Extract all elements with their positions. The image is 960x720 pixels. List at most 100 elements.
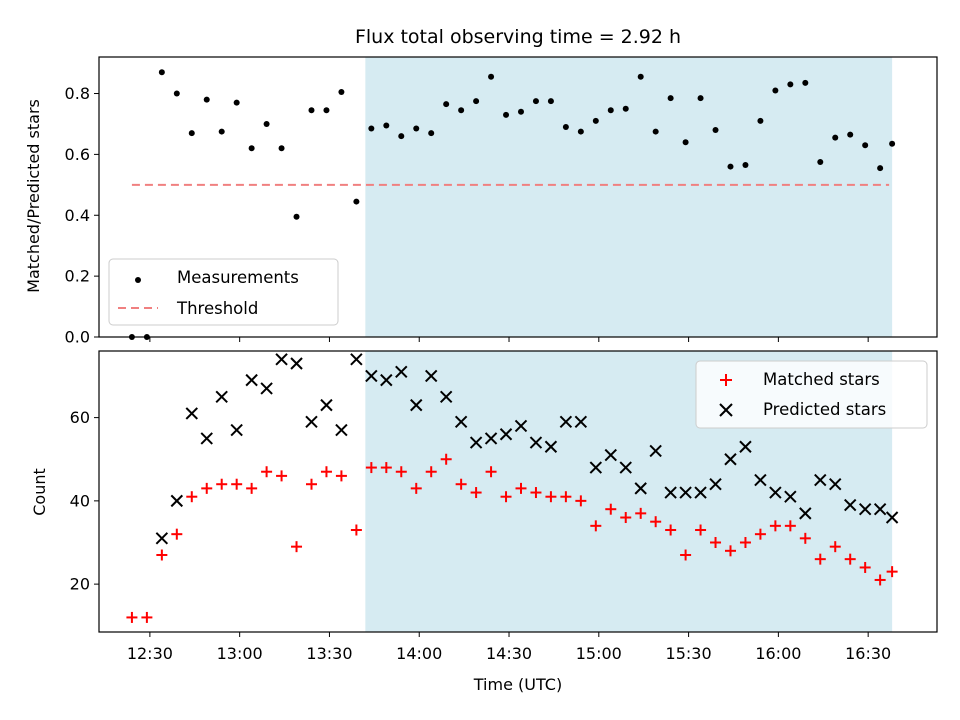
measurement-point (428, 130, 435, 137)
measurement-point (443, 101, 450, 108)
chart-title: Flux total observing time = 2.92 h (355, 26, 681, 48)
predicted-star-marker (170, 494, 184, 508)
predicted-star-marker (574, 415, 588, 428)
matched-star-marker (156, 549, 168, 561)
measurement-point (413, 125, 420, 132)
marker-stroke (664, 486, 677, 499)
predicted-star-marker (335, 423, 348, 437)
marker-stroke (814, 473, 827, 487)
legend-label-predicted: Predicted stars (763, 400, 886, 419)
measurement-point (488, 73, 495, 80)
top-panel: 0.0 0.2 0.4 0.6 0.8 Measurements Threshold (65, 56, 938, 347)
measurement-point (158, 69, 165, 76)
predicted-star-marker (439, 390, 453, 403)
predicted-star-marker (350, 353, 363, 366)
x-tick-label: 15:00 (576, 644, 622, 663)
measurement-point (697, 95, 704, 102)
y-tick-label: 0.6 (65, 145, 90, 164)
measurement-point (577, 128, 584, 135)
marker-stroke (514, 419, 528, 433)
predicted-star-marker (814, 473, 827, 487)
marker-stroke (185, 407, 198, 420)
measurement-point (772, 87, 779, 94)
predicted-star-marker (769, 486, 782, 499)
measurement-point (652, 128, 659, 135)
measurement-point (607, 107, 614, 114)
matched-star-marker (515, 482, 527, 494)
x-tick-label: 14:00 (396, 644, 442, 663)
marker-stroke (529, 436, 543, 449)
matched-star-marker (350, 524, 362, 536)
matched-star-marker (276, 470, 288, 482)
measurement-point (742, 162, 749, 169)
top-y-axis-label: Matched/Predicted stars (24, 99, 43, 293)
predicted-star-marker (679, 486, 692, 499)
predicted-star-marker (604, 448, 617, 462)
marker-stroke (439, 390, 453, 403)
marker-stroke (230, 423, 243, 437)
matched-star-marker (335, 470, 347, 482)
predicted-star-marker (365, 369, 378, 383)
series-predicted-stars (155, 353, 899, 545)
marker-stroke (275, 353, 288, 366)
predicted-star-marker (320, 398, 333, 412)
x-tick-label: 16:00 (755, 644, 801, 663)
marker-stroke (885, 511, 899, 524)
predicted-star-marker (858, 502, 872, 516)
matched-star-marker (500, 491, 512, 503)
predicted-star-marker (649, 444, 662, 458)
measurement-point (517, 108, 524, 115)
axes-frame (98, 56, 938, 338)
y-tick-label: 0.8 (65, 84, 90, 103)
marker-stroke (574, 415, 588, 428)
bottom-panel: 20 40 60 12:30 13:00 13:30 14:00 14:30 15:00 15:3… (70, 350, 938, 663)
measurement-point (278, 145, 285, 152)
axes-frame (98, 350, 938, 633)
y-tick-label: 0.0 (65, 328, 90, 347)
marker-stroke (709, 478, 722, 491)
legend-predicted-swatch (719, 403, 733, 417)
matched-star-marker (530, 487, 542, 499)
marker-stroke (484, 432, 498, 445)
matched-star-marker (126, 611, 138, 623)
marker-stroke (873, 502, 887, 516)
x-tick-label: 13:00 (217, 644, 263, 663)
x-tick-label: 15:30 (666, 644, 712, 663)
matched-star-marker (380, 462, 392, 474)
predicted-star-marker (230, 423, 243, 437)
predicted-star-marker (784, 490, 797, 503)
legend-label-measurements: Measurements (177, 268, 299, 287)
marker-stroke (544, 440, 558, 453)
predicted-star-marker (215, 390, 228, 403)
measurement-point (547, 98, 554, 105)
predicted-star-marker (799, 507, 812, 520)
shaded-span (365, 57, 893, 337)
marker-stroke (469, 436, 483, 449)
marker-stroke (155, 532, 169, 545)
predicted-star-marker (245, 373, 258, 387)
predicted-star-marker (200, 432, 213, 445)
marker-stroke (679, 486, 692, 499)
marker-stroke (829, 478, 842, 491)
measurement-point (188, 130, 195, 137)
predicted-star-marker (425, 369, 438, 383)
measurement-point (817, 159, 824, 165)
matched-star-marker (201, 482, 213, 494)
predicted-star-marker (829, 478, 842, 491)
measurement-point (218, 128, 225, 135)
measurement-point (473, 98, 480, 105)
predicted-star-marker (499, 428, 513, 441)
legend: Measurements Threshold (108, 258, 339, 326)
measurement-point (308, 107, 315, 114)
predicted-star-marker (559, 415, 573, 428)
measurement-point (173, 90, 180, 97)
series-matched-stars (126, 453, 898, 623)
marker-stroke (719, 403, 733, 417)
x-tick-label: 14:30 (486, 644, 532, 663)
matched-star-marker (886, 566, 898, 578)
matched-star-marker (171, 528, 183, 540)
measurement-point (889, 140, 896, 147)
marker-stroke (694, 486, 707, 499)
marker-stroke (335, 423, 348, 437)
matched-star-marker (799, 532, 811, 544)
